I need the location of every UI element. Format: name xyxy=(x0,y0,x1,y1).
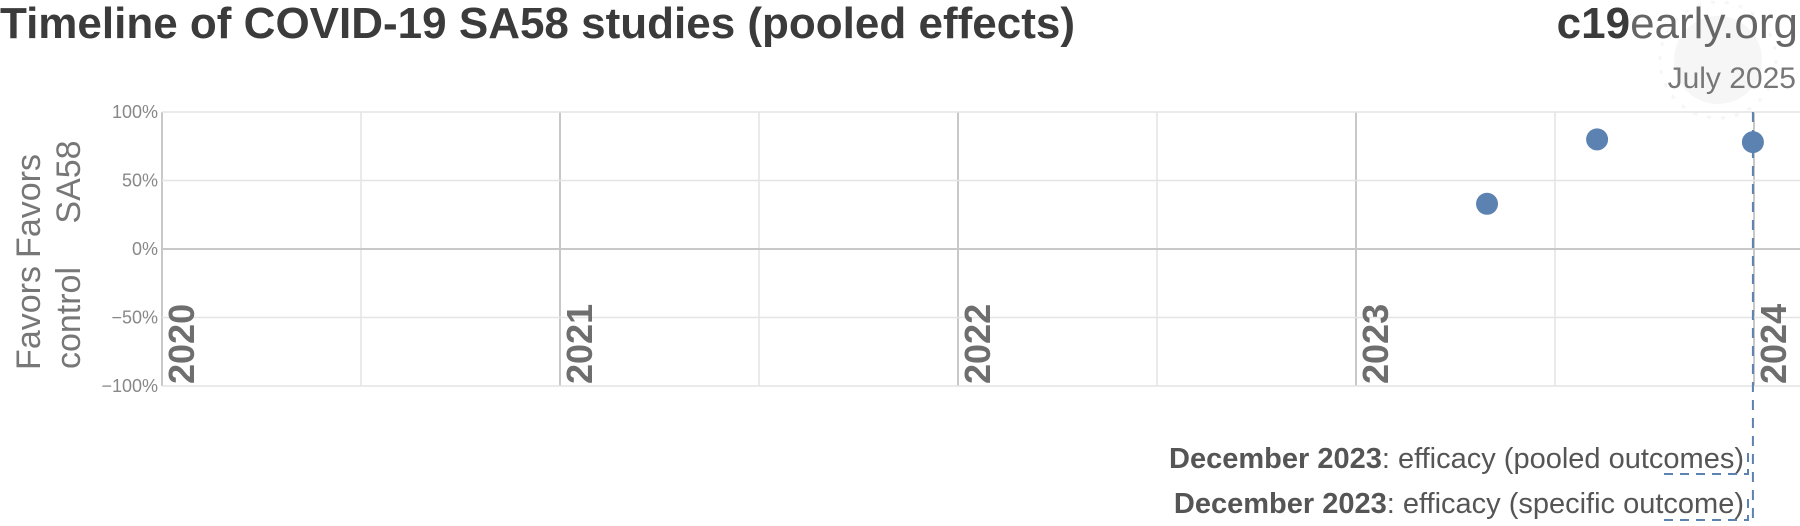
brand-logo: c19early.org xyxy=(1557,0,1798,48)
x-tick-label: 2021 xyxy=(559,304,600,384)
x-tick-label: 2024 xyxy=(1753,304,1794,384)
annotation-pooled: December 2023: efficacy (pooled outcomes… xyxy=(1169,443,1744,475)
annotation-brackets xyxy=(1664,448,1749,521)
annotation-specific-date: December 2023 xyxy=(1174,488,1387,520)
virus-watermark-icon xyxy=(1658,0,1778,120)
y-tick-labels: 100% 50% 0% −50% −100% xyxy=(101,102,158,396)
y-tick-label: 100% xyxy=(112,102,158,122)
annotation-specific-text: : efficacy (specific outcome) xyxy=(1387,488,1744,520)
y-side-labels: Favors SA58 Favors control xyxy=(10,140,88,370)
horizontal-grid xyxy=(162,111,1800,387)
favors-sa58-line2: SA58 xyxy=(50,140,88,223)
y-tick-label: 0% xyxy=(132,239,158,259)
x-tick-labels: 2020 2021 2022 2023 2024 xyxy=(161,304,1794,384)
brand-light: early.org xyxy=(1630,0,1798,48)
annotation-specific: December 2023: efficacy (specific outcom… xyxy=(1174,488,1744,520)
data-point xyxy=(1476,192,1499,215)
report-date: July 2025 xyxy=(1668,62,1796,95)
y-tick-label: −50% xyxy=(111,308,158,328)
x-tick-label: 2022 xyxy=(957,304,998,384)
y-tick-label: −100% xyxy=(101,376,158,396)
data-point xyxy=(1586,128,1609,151)
brand-strong: c19 xyxy=(1557,0,1630,48)
x-tick-label: 2023 xyxy=(1355,304,1396,384)
page-title: Timeline of COVID-19 SA58 studies (poole… xyxy=(0,0,1075,48)
favors-control-line2: control xyxy=(50,267,88,369)
favors-control-line1: Favors xyxy=(10,266,48,370)
x-tick-label: 2020 xyxy=(161,304,202,384)
annotation-pooled-text: : efficacy (pooled outcomes) xyxy=(1382,443,1744,475)
data-point xyxy=(1741,131,1764,154)
favors-sa58-line1: Favors xyxy=(10,154,48,258)
data-points xyxy=(1476,128,1764,215)
annotation-pooled-date: December 2023 xyxy=(1169,443,1382,475)
y-tick-label: 50% xyxy=(122,171,158,191)
